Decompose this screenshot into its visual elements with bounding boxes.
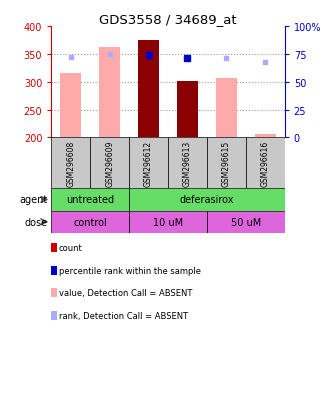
Text: dose: dose [25, 217, 48, 227]
Bar [129, 211, 207, 233]
Text: value, Detection Call = ABSENT: value, Detection Call = ABSENT [59, 289, 192, 298]
Text: count: count [59, 243, 82, 252]
Text: percentile rank within the sample: percentile rank within the sample [59, 266, 201, 275]
Text: GSM296613: GSM296613 [183, 140, 192, 187]
Text: untreated: untreated [66, 195, 114, 205]
Bar [60, 74, 81, 138]
Text: rank, Detection Call = ABSENT: rank, Detection Call = ABSENT [59, 311, 188, 320]
Text: GSM296612: GSM296612 [144, 140, 153, 186]
Bar [215, 78, 237, 138]
Text: agent: agent [20, 195, 48, 205]
Bar [138, 41, 159, 138]
Text: 50 uM: 50 uM [231, 217, 261, 227]
Bar [129, 138, 168, 189]
Bar [51, 138, 90, 189]
Bar [207, 138, 246, 189]
Bar [177, 82, 198, 138]
Text: 10 uM: 10 uM [153, 217, 183, 227]
Bar [255, 135, 276, 138]
Bar [207, 211, 285, 233]
Title: GDS3558 / 34689_at: GDS3558 / 34689_at [99, 13, 237, 26]
Bar [51, 189, 129, 211]
Text: deferasirox: deferasirox [180, 195, 234, 205]
Text: GSM296616: GSM296616 [261, 140, 270, 187]
Bar [129, 189, 285, 211]
Text: GSM296608: GSM296608 [66, 140, 75, 187]
Bar [99, 47, 120, 138]
Bar [246, 138, 285, 189]
Text: GSM296615: GSM296615 [222, 140, 231, 187]
Text: GSM296609: GSM296609 [105, 140, 114, 187]
Bar [51, 211, 129, 233]
Bar [168, 138, 207, 189]
Bar [90, 138, 129, 189]
Text: control: control [73, 217, 107, 227]
